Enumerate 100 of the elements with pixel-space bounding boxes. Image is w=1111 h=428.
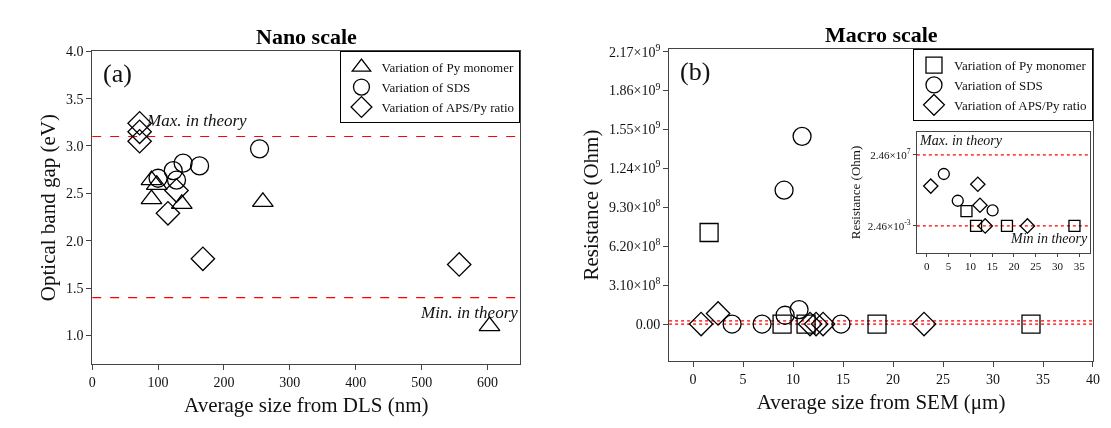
x-axis-title: Average size from SEM (μm): [756, 390, 1006, 415]
legend-label: Variation of APS/Py ratio: [381, 100, 514, 116]
x-tick-label: 100: [147, 374, 169, 390]
legend-label: Variation of Py monomer: [953, 58, 1087, 74]
point: [1019, 218, 1036, 234]
point: [810, 311, 836, 337]
x-tick-label: 600: [477, 374, 499, 390]
y-tick-label: 4.0: [65, 44, 84, 60]
y-tick-label: 1.55×10$^{9}$: [608, 119, 661, 138]
x-tick-label: 15: [836, 371, 851, 387]
point: [249, 139, 270, 159]
point: [722, 314, 742, 334]
x-tick-label: 20: [1008, 260, 1020, 273]
point: [789, 299, 809, 320]
point: [127, 128, 152, 154]
annotation: (b): [680, 57, 711, 86]
point: [705, 301, 731, 326]
point: [986, 204, 999, 217]
ref-line-label: Max. in theory: [146, 111, 248, 130]
point: [792, 126, 812, 146]
y-tick-label: 2.0: [65, 233, 84, 249]
point: [752, 314, 772, 334]
y-tick-label: 1.86×10$^{9}$: [608, 80, 661, 99]
point: [831, 314, 851, 334]
point: [960, 204, 973, 218]
x-tick-label: 30: [1051, 260, 1064, 273]
point: [775, 305, 795, 325]
point: [148, 168, 168, 188]
ref-line-label: Min in theory: [1010, 231, 1088, 246]
point: [173, 153, 193, 173]
y-tick-label: 6.20×10$^{8}$: [608, 236, 661, 255]
point: [1000, 219, 1014, 233]
point: [1068, 219, 1081, 233]
point: [164, 178, 189, 203]
x-axis-title: Average size from DLS (nm): [184, 393, 429, 418]
point: [922, 178, 939, 194]
x-tick-label: 300: [279, 374, 301, 390]
x-tick-label: 15: [986, 260, 999, 273]
x-tick-label: 500: [411, 374, 433, 390]
annotation: (a): [103, 59, 132, 88]
y-tick-label: 3.0: [65, 138, 84, 154]
chart-title: Nano scale: [256, 24, 358, 49]
y-tick-label: 0.00: [635, 316, 661, 332]
point: [977, 218, 993, 234]
y-tick-label: 1.0: [65, 328, 84, 344]
y-tick-label: 2.17×10$^{9}$: [608, 41, 661, 60]
point: [867, 314, 887, 334]
x-tick-label: 10: [786, 371, 801, 387]
x-tick-label: 0: [924, 260, 931, 273]
point: [155, 200, 181, 226]
y-tick-label: 1.5: [65, 281, 84, 297]
point: [190, 246, 216, 272]
legend-label: Variation of SDS: [381, 80, 471, 96]
ref-line-label: Max. in theory: [919, 133, 1003, 148]
legend-label: Variation of APS/Py ratio: [953, 97, 1087, 113]
point: [189, 156, 210, 176]
y-axis-title: Resistance (Ohm): [579, 129, 604, 281]
y-tick-label: 3.10×10$^{8}$: [608, 275, 661, 294]
point: [446, 252, 472, 277]
x-tick-label: 25: [1030, 260, 1042, 273]
y-axis-title: Resistance (Ohm): [847, 145, 863, 240]
chart-title: Macro scale: [825, 22, 938, 47]
x-tick-label: 35: [1036, 371, 1051, 387]
point: [803, 311, 829, 337]
point: [772, 314, 792, 334]
point: [688, 311, 714, 337]
point: [797, 311, 823, 337]
x-tick-label: 30: [986, 371, 1001, 387]
x-tick-label: 400: [345, 374, 367, 390]
y-tick-label: 2.46×10$^{-3}$: [867, 218, 911, 232]
y-axis-title: Optical band gap (eV): [36, 114, 61, 302]
point: [774, 180, 794, 200]
x-tick-label: 10: [964, 260, 977, 273]
x-tick-label: 0: [88, 374, 96, 390]
point: [969, 219, 983, 233]
y-tick-label: 1.24×10$^{9}$: [608, 158, 661, 177]
y-tick-label: 9.30×10$^{8}$: [608, 197, 661, 216]
x-tick-label: 25: [936, 371, 951, 387]
x-tick-label: 40: [1085, 371, 1100, 387]
point: [163, 160, 183, 181]
point: [699, 222, 719, 243]
point: [1021, 314, 1041, 334]
point: [166, 170, 187, 190]
x-tick-label: 5: [739, 371, 747, 387]
y-tick-label: 2.46×10$^{7}$: [870, 147, 911, 161]
y-tick-label: 3.5: [65, 91, 84, 107]
point: [972, 197, 988, 214]
x-tick-label: 35: [1073, 260, 1086, 273]
point: [911, 311, 937, 337]
x-tick-label: 5: [945, 260, 952, 273]
x-tick-label: 20: [886, 371, 901, 387]
x-tick-label: 200: [213, 374, 235, 390]
ref-line-label: Min. in theory: [420, 303, 519, 322]
legend-label: Variation of Py monomer: [381, 60, 514, 76]
point: [951, 194, 964, 207]
legend-label: Variation of SDS: [953, 78, 1043, 94]
x-tick-label: 0: [689, 371, 697, 387]
point: [969, 176, 986, 193]
y-tick-label: 2.5: [65, 186, 84, 202]
point: [937, 167, 950, 181]
